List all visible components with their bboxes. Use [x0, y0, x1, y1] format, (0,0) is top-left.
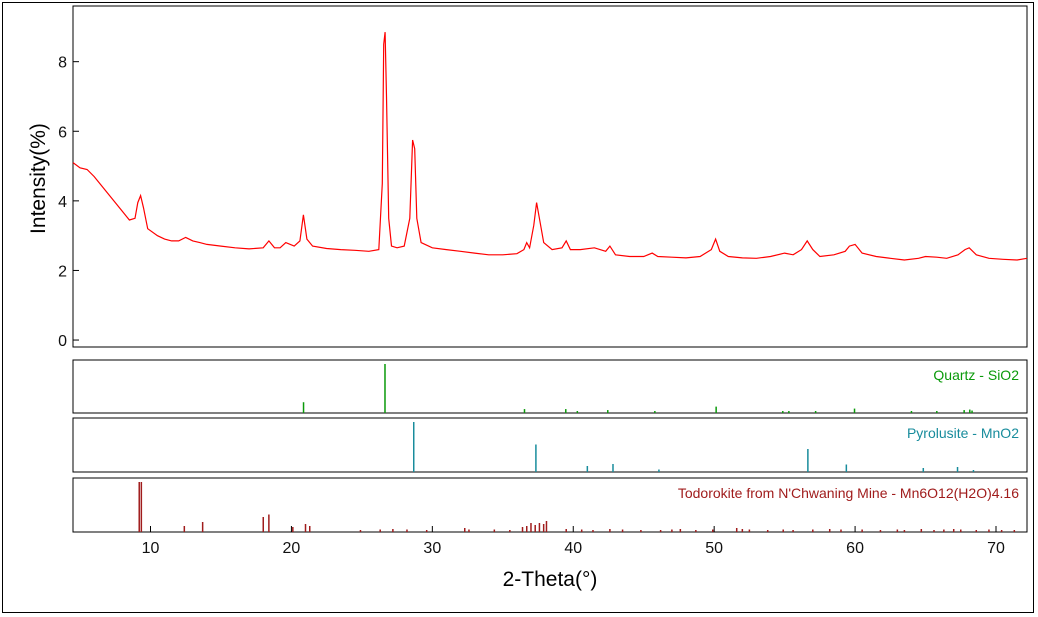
- reference-panel-2: Pyrolusite - MnO2: [72, 417, 1028, 473]
- y-axis-ticks: 0 2 4 6 8: [58, 55, 79, 350]
- x-axis-title: 2-Theta(°): [503, 568, 598, 591]
- reference-panel-3: Todorokite from N'Chwaning Mine - Mn6O12…: [72, 477, 1028, 533]
- x-tick-label: 30: [423, 540, 441, 557]
- reference-panel-frame: [72, 477, 1028, 533]
- x-tick-label: 50: [705, 540, 723, 557]
- y-tick-label: 0: [58, 333, 67, 350]
- y-tick-label: 6: [58, 124, 67, 141]
- reference-panel-1: Quartz - SiO2: [72, 359, 1028, 414]
- main-plot-area: [72, 5, 1028, 348]
- x-axis-ticks: 10 20 30 40 50 60 70: [142, 526, 1005, 557]
- y-tick-label: 8: [58, 55, 67, 72]
- x-tick-label: 10: [142, 540, 160, 557]
- x-tick-label: 20: [283, 540, 301, 557]
- x-tick-label: 60: [846, 540, 864, 557]
- y-axis-title: Intensity(%): [27, 123, 50, 234]
- series-line-pattern: [72, 32, 1028, 261]
- x-tick-label: 40: [564, 540, 582, 557]
- reference-panel-frame: [72, 417, 1028, 473]
- main-plot-panel: 0 2 4 6 8: [58, 5, 1028, 350]
- reference-panels: Quartz - SiO2 Pyrolusite - MnO2 Todorokite…: [72, 359, 1028, 533]
- reference-phase-label: Quartz - SiO2: [933, 367, 1019, 383]
- y-tick-label: 2: [58, 263, 67, 280]
- reference-phase-label: Pyrolusite - MnO2: [907, 425, 1019, 441]
- reference-phase-label: Todorokite from N'Chwaning Mine - Mn6O12…: [678, 485, 1019, 501]
- y-tick-label: 4: [58, 194, 67, 211]
- x-tick-label: 70: [987, 540, 1005, 557]
- reference-panel-frame: [72, 359, 1028, 414]
